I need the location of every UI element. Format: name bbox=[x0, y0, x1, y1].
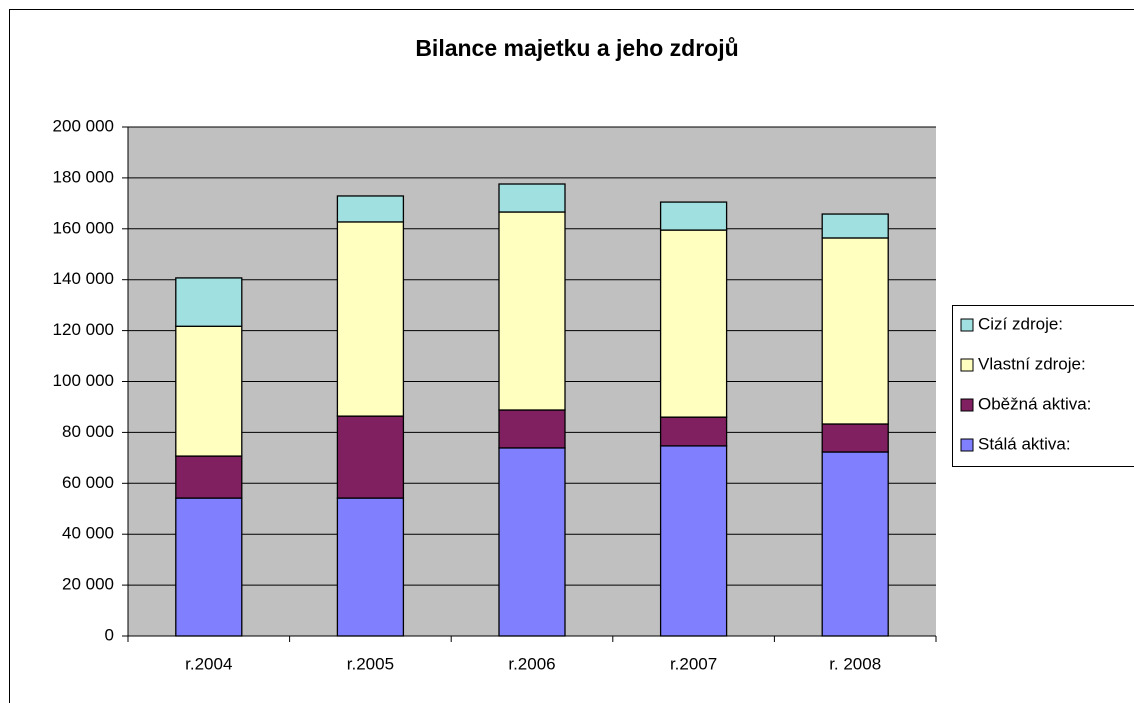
x-tick-label: r. 2008 bbox=[829, 654, 881, 673]
chart-title: Bilance majetku a jeho zdrojů bbox=[415, 35, 738, 61]
bar-segment bbox=[821, 237, 889, 425]
bar-segment bbox=[498, 211, 566, 411]
legend-swatch bbox=[960, 398, 974, 412]
bar-segment bbox=[498, 183, 566, 213]
y-tick-label: 140 000 bbox=[53, 269, 114, 288]
y-tick-label: 80 000 bbox=[62, 422, 114, 441]
bar-segment bbox=[498, 447, 566, 637]
bar-segment bbox=[336, 195, 405, 223]
y-tick-label: 0 bbox=[105, 625, 114, 644]
y-tick-label: 100 000 bbox=[53, 371, 114, 390]
y-tick-label: 180 000 bbox=[53, 167, 114, 186]
legend-swatch bbox=[960, 358, 974, 372]
bar-segment bbox=[175, 455, 243, 499]
x-tick-label: r.2007 bbox=[670, 654, 717, 673]
y-tick-label: 60 000 bbox=[62, 473, 114, 492]
bar-segment bbox=[659, 201, 728, 231]
y-tick-label: 200 000 bbox=[53, 116, 114, 135]
bar-segment bbox=[659, 416, 728, 447]
bar-segment bbox=[821, 423, 889, 453]
bar-segment bbox=[336, 497, 405, 637]
legend-label: Vlastní zdroje: bbox=[978, 354, 1086, 373]
bar-segment bbox=[336, 415, 405, 499]
legend-label: Oběžná aktiva: bbox=[978, 394, 1091, 413]
legend-label: Stálá aktiva: bbox=[978, 434, 1071, 453]
bar-segment bbox=[336, 221, 405, 417]
bar-segment bbox=[175, 325, 243, 457]
bar-segment bbox=[175, 277, 243, 327]
y-tick-label: 160 000 bbox=[53, 218, 114, 237]
legend-label: Cizí zdroje: bbox=[978, 314, 1063, 333]
bar-segment bbox=[659, 445, 728, 637]
x-tick-label: r.2006 bbox=[508, 654, 555, 673]
y-tick-label: 20 000 bbox=[62, 575, 114, 594]
bar-segment bbox=[498, 409, 566, 449]
legend-swatch bbox=[960, 318, 974, 332]
legend bbox=[952, 305, 1134, 467]
bar-segment bbox=[821, 213, 889, 239]
x-tick-label: r.2005 bbox=[347, 654, 394, 673]
legend-swatch bbox=[960, 438, 974, 452]
bar-segment bbox=[659, 229, 728, 418]
x-tick-label: r.2004 bbox=[185, 654, 232, 673]
y-tick-label: 120 000 bbox=[53, 320, 114, 339]
y-tick-label: 40 000 bbox=[62, 524, 114, 543]
bar-segment bbox=[821, 451, 889, 637]
bar-segment bbox=[175, 497, 243, 637]
